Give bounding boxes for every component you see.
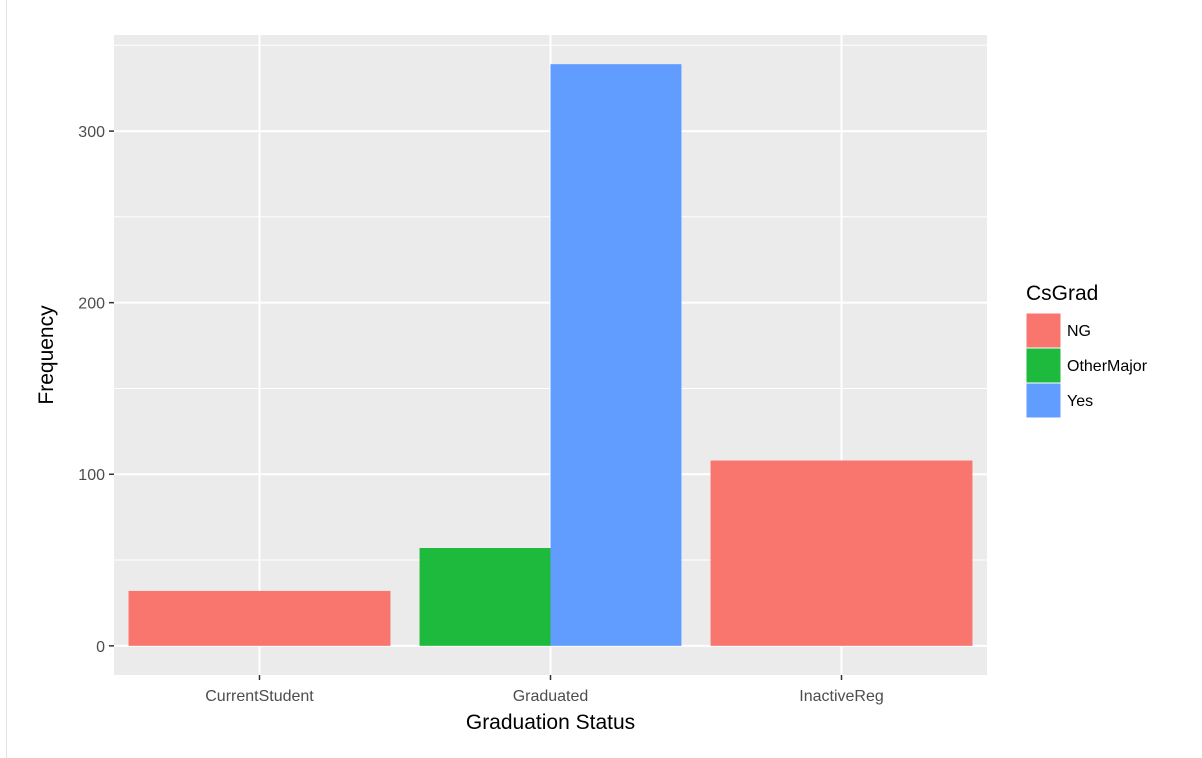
x-tick-label: InactiveReg [799,688,884,705]
bar-graduated-othermajor [419,548,551,646]
legend-key-ng [1025,312,1062,349]
bars [128,64,973,646]
x-axis: CurrentStudent Graduated InactiveReg [205,675,884,705]
legend-label-ng: NG [1067,323,1091,340]
legend-label-yes: Yes [1067,393,1093,410]
y-tick-label: 300 [78,124,105,141]
y-axis: 0 100 200 300 [78,124,114,656]
legend-title: CsGrad [1026,282,1098,305]
x-axis-title: Graduation Status [466,711,635,734]
page-left-border [6,0,7,758]
legend-key-othermajor [1025,347,1062,384]
y-tick-label: 0 [96,639,105,656]
y-axis-title: Frequency [35,305,58,405]
bar-inactivereg-ng [710,460,973,646]
x-tick-label: CurrentStudent [205,688,314,705]
bar-currentstudent-ng [128,590,391,646]
y-tick-label: 100 [78,467,105,484]
legend: CsGrad NG OtherMajor Yes [1025,282,1148,419]
bar-graduated-yes [550,64,682,646]
legend-label-othermajor: OtherMajor [1067,358,1148,375]
legend-key-yes [1025,382,1062,419]
x-tick-label: Graduated [513,688,589,705]
y-tick-label: 200 [78,296,105,313]
